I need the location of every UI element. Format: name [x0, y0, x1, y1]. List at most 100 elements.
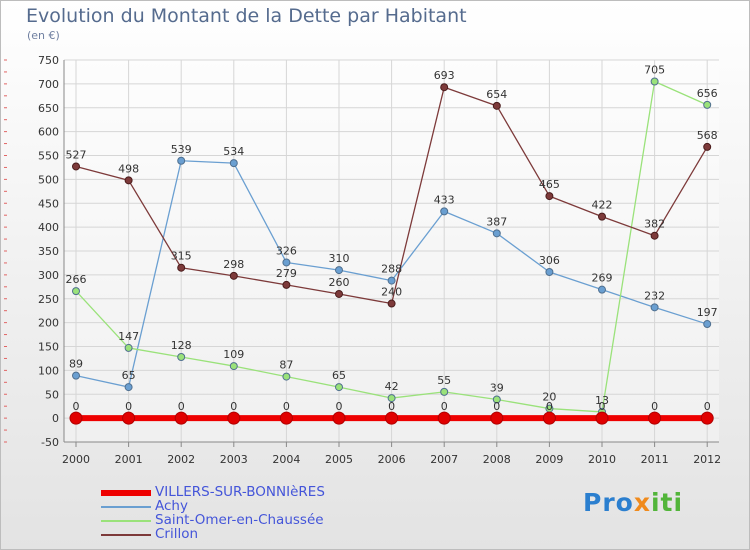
data-label-0: 0: [230, 400, 237, 413]
data-label-3: 422: [592, 199, 613, 212]
data-point-1: [387, 276, 396, 285]
y-tick-label: 700: [38, 78, 59, 91]
data-point-1: [282, 258, 291, 267]
data-label-1: 433: [434, 193, 455, 206]
data-label-2: 705: [644, 63, 665, 76]
data-label-2: 109: [223, 348, 244, 361]
data-label-0: 0: [388, 400, 395, 413]
data-point-2: [703, 100, 712, 109]
data-label-0: 0: [336, 400, 343, 413]
x-tick-label: 2001: [115, 453, 143, 466]
legend-swatch-crillon: [101, 534, 151, 536]
data-point-3: [229, 271, 238, 280]
series-layer: [69, 77, 714, 425]
y-tick-label: 750: [38, 54, 59, 67]
x-tick-label: 2005: [325, 453, 353, 466]
y-tick-label: 350: [38, 245, 59, 258]
data-label-0: 0: [125, 400, 132, 413]
data-point-1: [545, 268, 554, 277]
data-point-0: [648, 411, 662, 425]
data-label-2: 39: [490, 382, 504, 395]
x-tick-label: 2008: [483, 453, 511, 466]
data-label-3: 527: [66, 148, 87, 161]
legend-label-villers: VILLERS-SUR-BONNIèRES: [155, 484, 325, 500]
y-tick-label: 550: [38, 150, 59, 163]
data-label-2: 65: [332, 369, 346, 382]
legend-swatch-saint-omer: [101, 520, 151, 522]
x-tick-label: 2010: [588, 453, 616, 466]
y-tick-label: 650: [38, 102, 59, 115]
data-label-3: 260: [329, 276, 350, 289]
data-label-0: 0: [651, 400, 658, 413]
data-point-3: [545, 192, 554, 201]
y-tick-label: 100: [38, 364, 59, 377]
y-tick-label: 250: [38, 293, 59, 306]
data-label-1: 269: [592, 272, 613, 285]
legend-swatch-achy: [101, 506, 151, 508]
data-point-2: [229, 362, 238, 371]
data-label-2: 266: [66, 273, 87, 286]
data-point-0: [332, 411, 346, 425]
data-label-0: 0: [73, 400, 80, 413]
data-label-3: 240: [381, 286, 402, 299]
data-label-3: 654: [486, 88, 507, 101]
data-label-2: 55: [437, 374, 451, 387]
x-tick-label: 2002: [167, 453, 195, 466]
data-point-2: [72, 287, 80, 296]
data-label-3: 568: [697, 129, 718, 142]
data-labels: 0 0 0 0 0 0 0 0 0 0 0 0 0 89 65 539 534 326 310 288 433 387 30…: [66, 63, 718, 413]
data-label-1: 288: [381, 263, 402, 276]
data-point-2: [650, 77, 659, 86]
data-label-2: 128: [171, 339, 192, 352]
data-label-1: 65: [122, 369, 136, 382]
legend-label-crillon: Crillon: [155, 526, 199, 542]
data-label-0: 0: [704, 400, 711, 413]
data-label-0: 0: [441, 400, 448, 413]
data-label-1: 310: [329, 252, 350, 265]
data-point-2: [387, 394, 396, 403]
x-tick-label: 2011: [641, 453, 669, 466]
data-point-0: [174, 411, 188, 425]
grid: [64, 59, 719, 443]
data-label-3: 465: [539, 178, 560, 191]
data-point-1: [335, 266, 343, 275]
data-point-3: [72, 162, 80, 171]
data-point-3: [177, 263, 186, 272]
data-label-3: 298: [223, 258, 244, 271]
data-label-0: 0: [493, 400, 500, 413]
x-tick-label: 2004: [272, 453, 300, 466]
data-label-3: 315: [171, 250, 192, 263]
data-point-0: [700, 411, 714, 425]
y-tick-label: 150: [38, 341, 59, 354]
data-point-3: [598, 212, 606, 221]
y-tick-label: 50: [45, 388, 59, 401]
data-label-0: 0: [599, 400, 606, 413]
x-tick-label: 2007: [430, 453, 458, 466]
chart-title: Evolution du Montant de la Dette par Hab…: [26, 5, 467, 27]
data-point-1: [598, 285, 606, 294]
data-label-3: 382: [644, 218, 665, 231]
proxiti-logo: Proxiti: [583, 488, 684, 517]
y-tick-label: 0: [52, 412, 59, 425]
data-label-2: 147: [118, 330, 139, 343]
data-point-2: [282, 372, 291, 381]
data-point-0: [490, 411, 504, 425]
data-point-3: [492, 101, 501, 110]
data-point-2: [124, 343, 133, 352]
data-label-3: 279: [276, 267, 297, 280]
data-label-2: 42: [385, 380, 399, 393]
x-tick-label: 2000: [62, 453, 90, 466]
data-label-2: 87: [279, 359, 293, 372]
data-point-0: [542, 411, 556, 425]
data-label-1: 387: [486, 215, 507, 228]
y-tick-label: 300: [38, 269, 59, 282]
data-point-1: [124, 383, 133, 392]
data-label-0: 0: [178, 400, 185, 413]
data-label-0: 0: [283, 400, 290, 413]
data-point-2: [177, 353, 186, 362]
data-point-2: [335, 383, 343, 392]
data-label-1: 232: [644, 289, 665, 302]
data-point-3: [650, 231, 659, 240]
x-tick-label: 2003: [220, 453, 248, 466]
